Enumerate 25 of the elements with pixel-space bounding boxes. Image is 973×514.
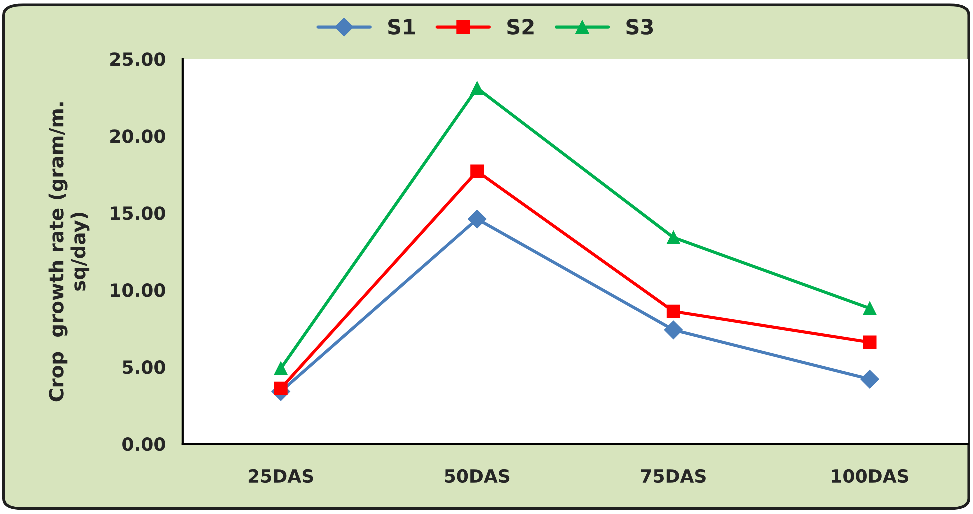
x-tick-label: 75DAS: [641, 469, 706, 484]
point: [666, 230, 680, 245]
y-tick-label: 10.00: [111, 284, 166, 298]
x-tick-label: 50DAS: [445, 469, 510, 484]
x-tick-label: 25DAS: [248, 469, 314, 484]
point: [863, 336, 877, 350]
y-tick-label: 5.00: [123, 360, 166, 374]
point: [470, 82, 484, 96]
y-tick-label: 0.00: [122, 438, 166, 452]
point: [468, 210, 487, 229]
legend-label: S3: [626, 19, 654, 35]
legend-label: S1: [388, 19, 416, 35]
legend-label: S2: [508, 19, 534, 35]
x-tick-label: 100DAS: [832, 469, 908, 484]
point: [274, 362, 288, 376]
y-tick-label: 25.00: [110, 52, 166, 66]
point: [274, 382, 288, 396]
point: [470, 164, 484, 178]
point: [863, 302, 877, 316]
y-tick-label: 20.00: [110, 130, 166, 144]
y-axis-title: Crop growth rate (gram/m. sq/day): [48, 102, 90, 402]
y-tick-label: 15.00: [111, 206, 166, 220]
point: [664, 320, 684, 340]
point: [666, 304, 680, 318]
point: [860, 370, 880, 389]
